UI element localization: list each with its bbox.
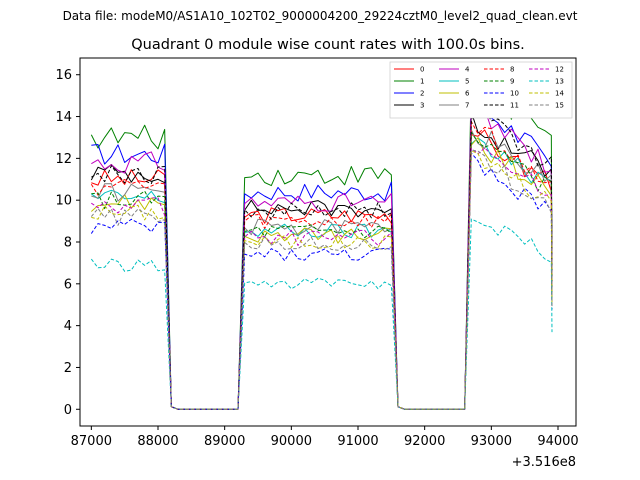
x-tick-label: 91000 <box>337 434 378 449</box>
y-tick-label: 16 <box>55 68 72 83</box>
series-line-9 <box>91 131 553 410</box>
y-axis: 0 2 4 6 8 10 12 14 16 <box>55 68 80 418</box>
legend-label-8: 8 <box>510 66 514 74</box>
x-tick-label: 93000 <box>471 434 512 449</box>
y-tick-label: 6 <box>64 277 72 292</box>
legend-label-15: 15 <box>555 102 564 110</box>
y-tick-label: 14 <box>55 110 72 125</box>
figure-suptitle: Data file: modeM0/AS1A10_102T02_90000042… <box>63 9 578 23</box>
chart-title: Quadrant 0 module wise count rates with … <box>131 37 525 53</box>
x-tick-label: 90000 <box>271 434 312 449</box>
legend-label-6: 6 <box>465 90 470 98</box>
y-tick-label: 8 <box>64 236 72 251</box>
y-tick-label: 0 <box>64 403 72 418</box>
legend-frame <box>389 61 573 119</box>
y-tick-label: 4 <box>64 319 72 334</box>
x-axis-offset-label: +3.516e8 <box>512 455 576 470</box>
series-line-14 <box>91 150 553 410</box>
legend-label-13: 13 <box>555 78 564 86</box>
series-layer <box>90 76 553 410</box>
legend-label-7: 7 <box>465 102 469 110</box>
x-tick-label: 88000 <box>137 434 178 449</box>
legend-label-5: 5 <box>465 78 469 86</box>
legend-label-12: 12 <box>555 66 564 74</box>
y-tick-label: 10 <box>55 194 72 209</box>
y-tick-label: 2 <box>64 361 72 376</box>
series-line-13 <box>90 218 553 410</box>
plot-area: 87000 88000 89000 90000 91000 92000 93000 94000… <box>55 57 579 470</box>
x-axis: 87000 88000 89000 90000 91000 92000 93000 94000 <box>71 426 579 449</box>
legend-label-3: 3 <box>420 102 424 110</box>
legend-label-4: 4 <box>465 66 470 74</box>
y-tick-label: 12 <box>55 152 72 167</box>
legend-label-2: 2 <box>420 90 424 98</box>
x-tick-label: 92000 <box>404 434 445 449</box>
series-line-15 <box>90 149 553 410</box>
x-tick-label: 89000 <box>204 434 245 449</box>
legend-label-0: 0 <box>420 66 424 74</box>
x-tick-label: 94000 <box>537 434 578 449</box>
legend-label-11: 11 <box>510 102 519 110</box>
legend-label-9: 9 <box>510 78 514 86</box>
series-line-8 <box>90 121 553 410</box>
legend-label-1: 1 <box>420 78 424 86</box>
legend-label-14: 14 <box>555 90 564 98</box>
x-tick-label: 87000 <box>71 434 112 449</box>
legend-label-10: 10 <box>510 90 519 98</box>
